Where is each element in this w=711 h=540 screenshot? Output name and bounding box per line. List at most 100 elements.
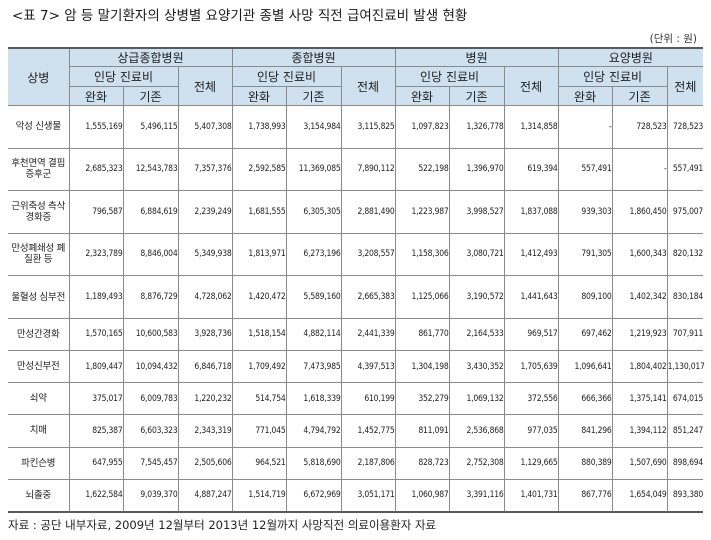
table-cell: 1,622,584 bbox=[68, 478, 124, 513]
table-cell: 5,407,308 bbox=[177, 105, 233, 149]
table-body: 악성 신생물 1,555,169 5,496,115 5,407,308 1,738,9… bbox=[8, 105, 705, 513]
table-cell: 2,323,789 bbox=[68, 232, 124, 277]
header-total: 전체 bbox=[177, 66, 233, 106]
table-cell: 10,094,432 bbox=[122, 349, 179, 384]
table-cell: 1,096,641 bbox=[557, 349, 613, 384]
table-cell: 2,592,585 bbox=[231, 147, 287, 192]
table-cell: 557,491 bbox=[666, 147, 703, 192]
table-cell: 1,860,450 bbox=[611, 190, 668, 234]
table-cell: 610,199 bbox=[340, 382, 396, 416]
table-cell: 964,521 bbox=[231, 446, 287, 480]
table-cell: 1,097,823 bbox=[394, 105, 450, 149]
table-cell: 1,314,858 bbox=[503, 105, 559, 149]
table-title: <표 7> 암 등 말기환자의 상병별 요양기관 종별 사망 직전 급여진료비 … bbox=[12, 8, 468, 24]
header-total: 전체 bbox=[340, 66, 396, 106]
table-cell: 3,208,557 bbox=[340, 232, 396, 277]
table-cell: 880,389 bbox=[557, 446, 613, 480]
table-cell: 3,391,116 bbox=[448, 478, 505, 513]
table-cell: 4,882,114 bbox=[285, 317, 342, 352]
table-cell: 8,846,004 bbox=[122, 232, 179, 277]
table-cell: 6,273,196 bbox=[285, 232, 342, 277]
row-category: 파킨슨병 bbox=[8, 446, 70, 480]
table-cell: 1,060,987 bbox=[394, 478, 450, 513]
table-cell: 4,728,062 bbox=[177, 275, 233, 319]
row-category: 만성간경화 bbox=[8, 317, 70, 352]
table-cell: 1,396,970 bbox=[448, 147, 505, 192]
table-cell: 5,349,938 bbox=[177, 232, 233, 277]
table-row: 치매 825,387 6,603,323 2,343,319 771,045 4,794,… bbox=[8, 414, 703, 448]
table-cell: 1,570,165 bbox=[68, 317, 124, 352]
table-cell: 1,158,306 bbox=[394, 232, 450, 277]
table-cell: 2,685,323 bbox=[68, 147, 124, 192]
table-cell: 3,080,721 bbox=[448, 232, 505, 277]
header-nursing-hospital: 요양병원 bbox=[557, 47, 704, 67]
unit-label: (단위 : 원) bbox=[649, 33, 697, 45]
table-cell: 939,303 bbox=[557, 190, 613, 234]
header-inpatient-cost: 인당 진료비 bbox=[231, 66, 342, 87]
header-hospital: 병원 bbox=[394, 47, 559, 67]
table-cell: 2,187,806 bbox=[340, 446, 396, 480]
table-cell: 2,881,490 bbox=[340, 190, 396, 234]
table-cell: 1,654,049 bbox=[611, 478, 668, 513]
table-cell: 830,184 bbox=[666, 275, 703, 319]
table-cell: 861,770 bbox=[394, 317, 450, 352]
table-cell: 791,305 bbox=[557, 232, 613, 277]
table-cell: 557,491 bbox=[557, 147, 613, 192]
table-cell: 2,343,319 bbox=[177, 414, 233, 448]
table-row: 파킨슨병 647,955 7,545,457 2,505,606 964,521 5,81… bbox=[8, 446, 703, 480]
table-cell: 975,007 bbox=[666, 190, 703, 234]
table-cell: 6,603,323 bbox=[122, 414, 179, 448]
table-cell: 3,051,171 bbox=[340, 478, 396, 513]
table-cell: 5,589,160 bbox=[285, 275, 342, 319]
header-general-hospital: 종합병원 bbox=[231, 47, 396, 67]
table-cell: 10,600,583 bbox=[122, 317, 179, 352]
table-cell: 3,430,352 bbox=[448, 349, 505, 384]
table-cell: 11,369,085 bbox=[285, 147, 342, 192]
table-cell: 2,505,606 bbox=[177, 446, 233, 480]
table-cell: 1,452,775 bbox=[340, 414, 396, 448]
table-cell: 1,507,690 bbox=[611, 446, 668, 480]
table-cell: 1,220,232 bbox=[177, 382, 233, 416]
table-cell: 6,846,718 bbox=[177, 349, 233, 384]
table-row: 울혈성 심부전 1,189,493 8,876,729 4,728,062 1,420,… bbox=[8, 275, 703, 319]
table-cell: 7,357,376 bbox=[177, 147, 233, 192]
header-standard: 기존 bbox=[611, 86, 668, 106]
table-row: 만성폐쇄성 폐질환 등 2,323,789 8,846,004 5,349,938 1,… bbox=[8, 232, 703, 277]
header-standard: 기존 bbox=[122, 86, 179, 106]
table-cell: 728,523 bbox=[611, 105, 668, 149]
table-cell: 352,279 bbox=[394, 382, 450, 416]
row-category: 만성신부전 bbox=[8, 349, 70, 384]
table-cell: 7,890,112 bbox=[340, 147, 396, 192]
table-cell: 2,536,868 bbox=[448, 414, 505, 448]
table-cell: 1,125,066 bbox=[394, 275, 450, 319]
header-inpatient-cost: 인당 진료비 bbox=[69, 66, 179, 87]
table-cell: 1,555,169 bbox=[68, 105, 124, 149]
table-cell: 1,809,447 bbox=[68, 349, 124, 384]
table-cell: 841,296 bbox=[557, 414, 613, 448]
table-cell: 811,091 bbox=[394, 414, 450, 448]
table-cell: 1,441,643 bbox=[503, 275, 559, 319]
row-category: 울혈성 심부전 bbox=[8, 275, 70, 319]
table-cell: 2,752,308 bbox=[448, 446, 505, 480]
header-relief: 완화 bbox=[69, 86, 124, 106]
table-row: 만성신부전 1,809,447 10,094,432 6,846,718 1,709,4… bbox=[8, 349, 705, 384]
table-cell: 1,813,971 bbox=[231, 232, 287, 277]
table-cell: 1,837,088 bbox=[503, 190, 559, 234]
table-cell: 867,776 bbox=[557, 478, 613, 513]
table-cell: 796,587 bbox=[68, 190, 124, 234]
table-cell: 1,069,132 bbox=[448, 382, 505, 416]
row-category: 후천면역 결핍증후군 bbox=[8, 147, 70, 192]
table-cell: 674,015 bbox=[666, 382, 703, 416]
table-cell: 898,694 bbox=[666, 446, 703, 480]
table-cell: 647,955 bbox=[68, 446, 124, 480]
table-cell: 820,132 bbox=[666, 232, 703, 277]
table-cell: 6,884,619 bbox=[122, 190, 179, 234]
table-cell: 1,804,402 bbox=[611, 349, 668, 384]
table-cell: 697,462 bbox=[557, 317, 613, 352]
table-cell: 1,402,342 bbox=[611, 275, 668, 319]
table-cell: 5,496,115 bbox=[122, 105, 179, 149]
table-cell: 1,681,555 bbox=[231, 190, 287, 234]
table-cell: 375,017 bbox=[68, 382, 124, 416]
table-cell: 825,387 bbox=[68, 414, 124, 448]
table-cell: 851,247 bbox=[666, 414, 703, 448]
